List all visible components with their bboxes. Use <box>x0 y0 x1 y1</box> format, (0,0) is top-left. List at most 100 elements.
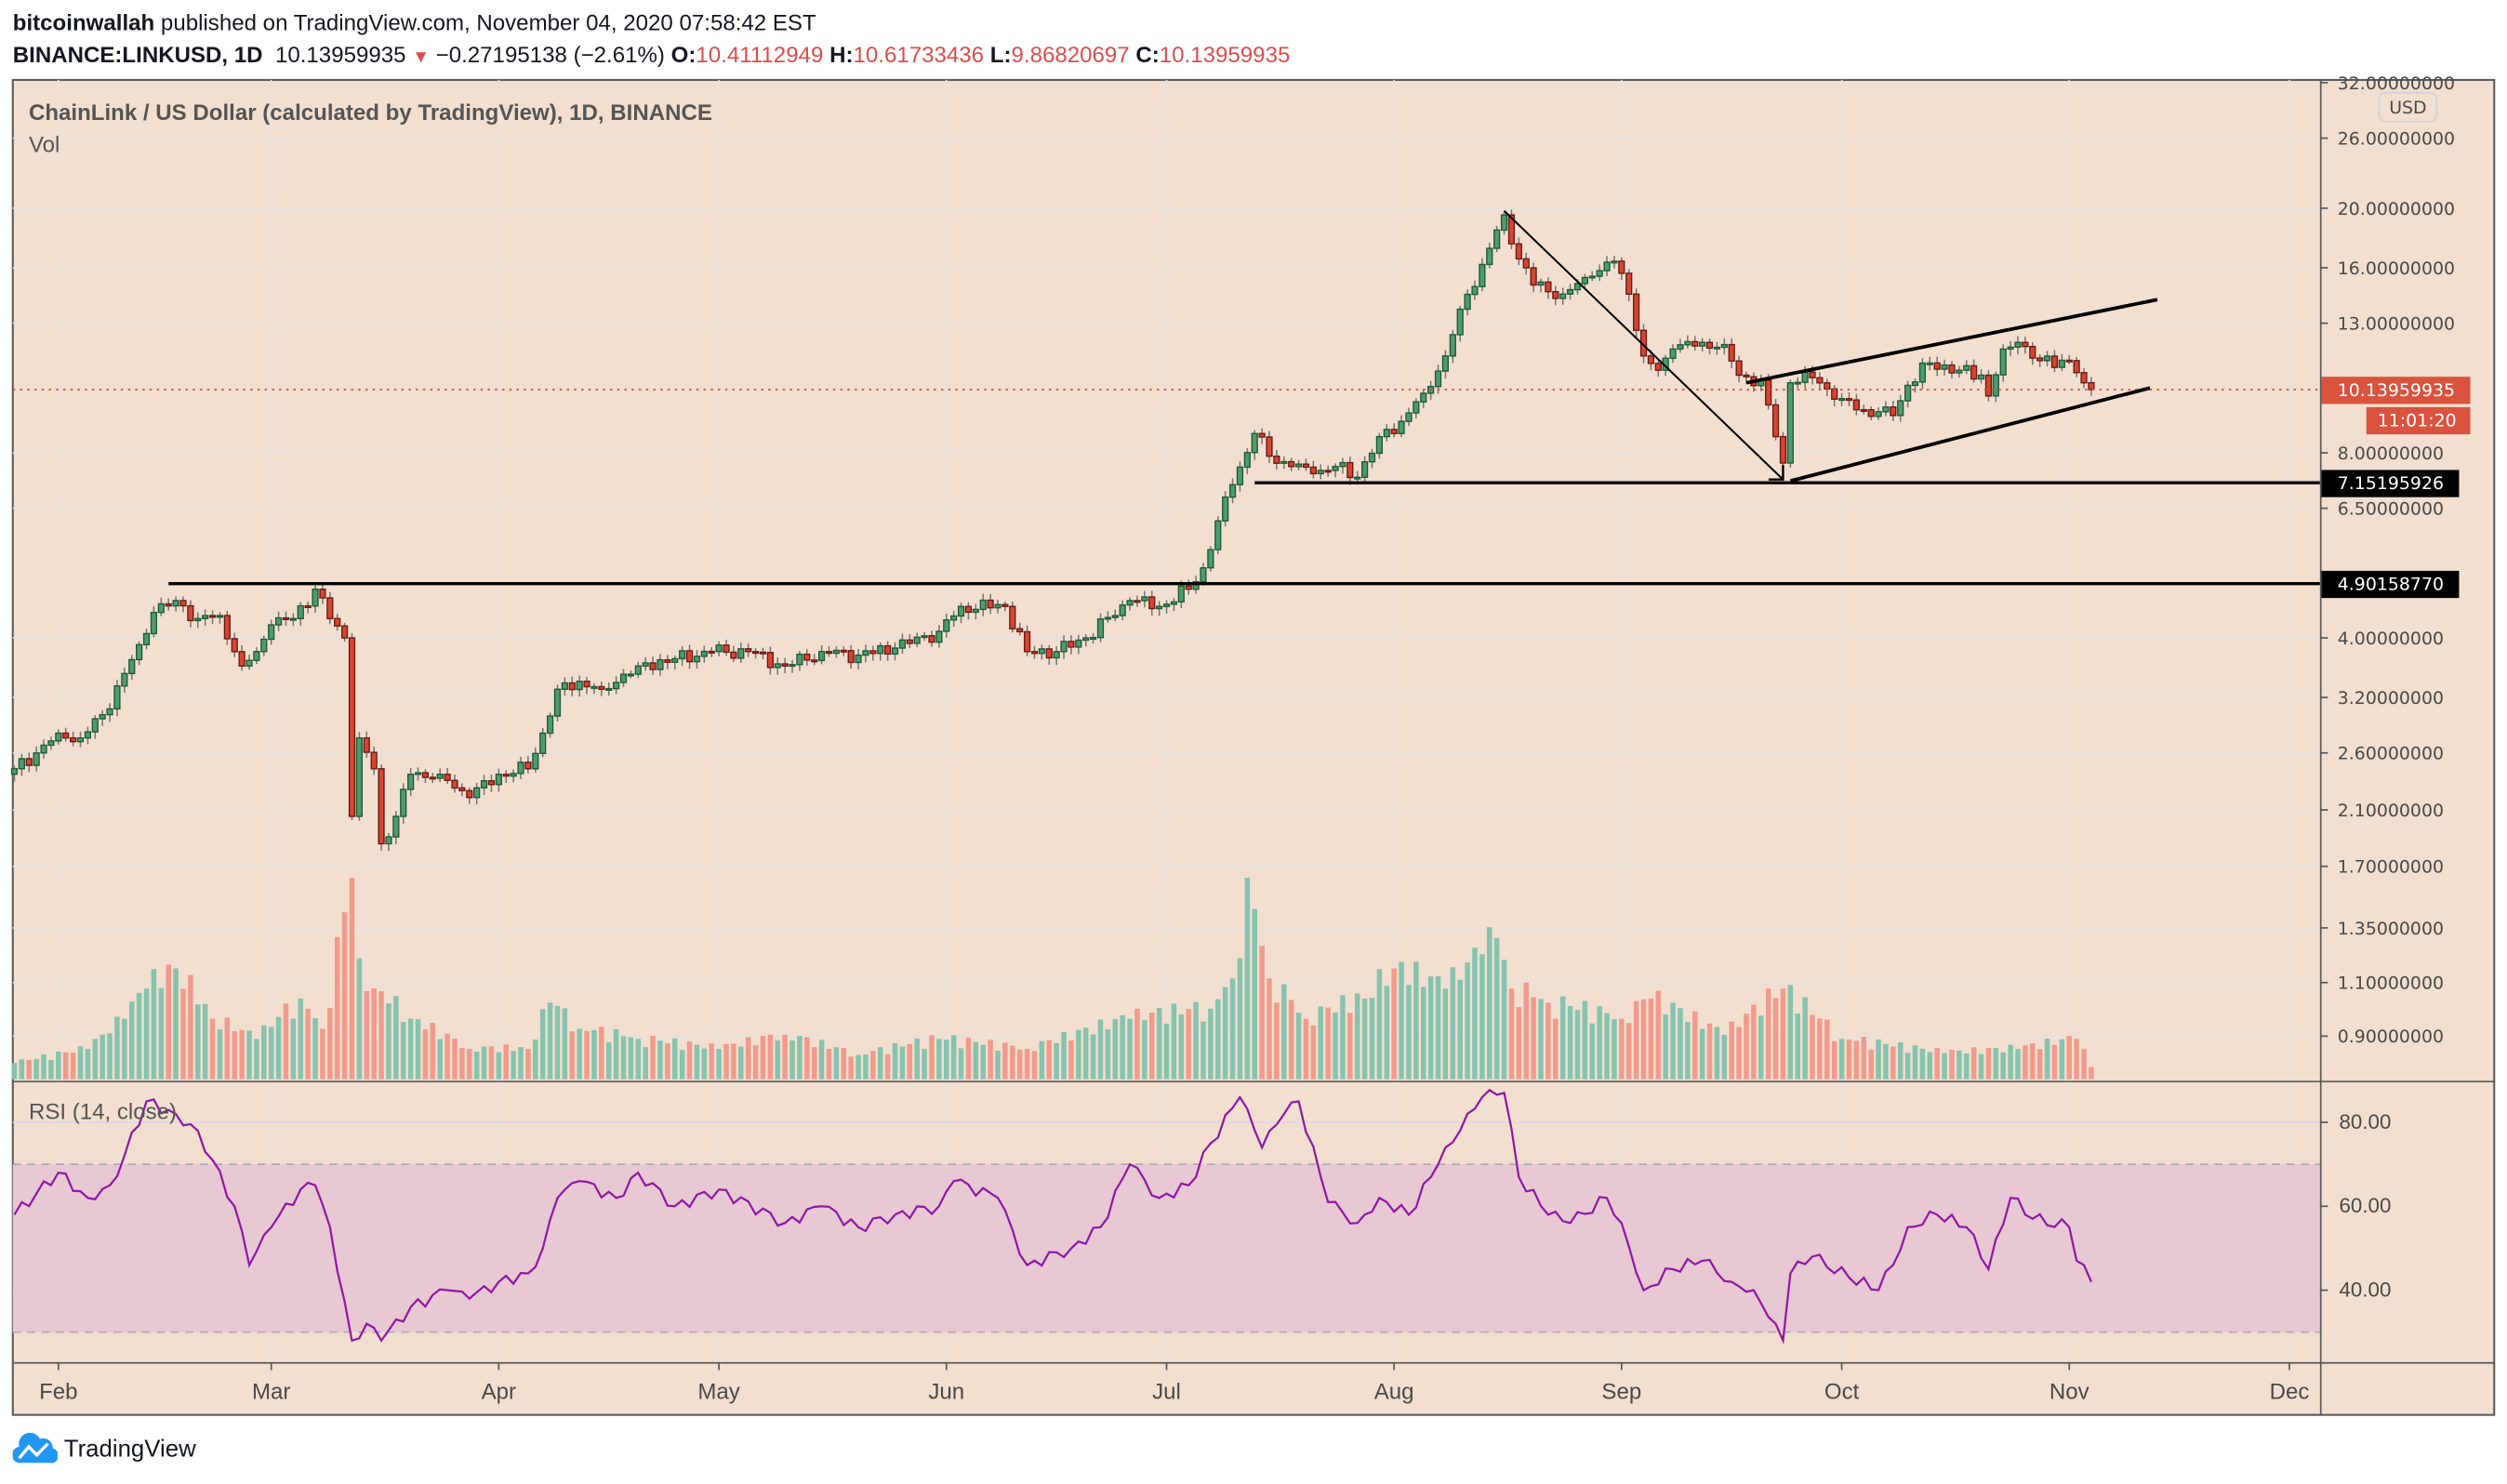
candle[interactable] <box>245 654 253 670</box>
candle[interactable] <box>906 634 913 648</box>
candle[interactable] <box>25 752 33 773</box>
candle[interactable] <box>576 675 583 697</box>
candle[interactable] <box>2050 350 2059 373</box>
candle[interactable] <box>1566 284 1574 300</box>
candle[interactable] <box>1266 431 1273 463</box>
candle[interactable] <box>1236 461 1244 492</box>
candle[interactable] <box>855 648 862 669</box>
candle[interactable] <box>473 782 481 805</box>
candle[interactable] <box>1207 546 1214 572</box>
candle[interactable] <box>208 610 217 625</box>
candle[interactable] <box>1361 456 1369 484</box>
candle[interactable] <box>1882 401 1890 417</box>
candle[interactable] <box>898 633 907 654</box>
candle[interactable] <box>1162 600 1171 614</box>
candle[interactable] <box>319 582 326 604</box>
candle[interactable] <box>289 613 297 627</box>
candle[interactable] <box>1837 392 1846 406</box>
candle[interactable] <box>979 593 987 616</box>
candle[interactable] <box>268 619 275 645</box>
candle[interactable] <box>1009 602 1016 633</box>
candle[interactable] <box>759 647 767 660</box>
candle[interactable] <box>55 729 62 745</box>
candle[interactable] <box>789 659 796 673</box>
candle[interactable] <box>128 655 136 681</box>
candle[interactable] <box>1684 335 1691 349</box>
candle[interactable] <box>1148 590 1156 616</box>
candle[interactable] <box>1420 389 1427 408</box>
candle[interactable] <box>1596 264 1603 282</box>
candle[interactable] <box>1581 273 1588 288</box>
candle[interactable] <box>274 611 283 631</box>
candle[interactable] <box>1705 338 1714 355</box>
candle[interactable] <box>1096 613 1105 643</box>
footer-brand[interactable]: TradingView <box>12 1432 196 1464</box>
candle[interactable] <box>47 736 55 750</box>
candle[interactable] <box>862 644 869 663</box>
candle[interactable] <box>517 756 524 779</box>
candle[interactable] <box>869 645 877 661</box>
candle[interactable] <box>113 679 121 717</box>
candle[interactable] <box>142 629 151 650</box>
candle[interactable] <box>1603 256 1611 277</box>
candle[interactable] <box>935 625 943 648</box>
candle[interactable] <box>1016 622 1024 636</box>
candle[interactable] <box>1911 378 1919 393</box>
author-name[interactable]: bitcoinwallah <box>12 9 155 35</box>
candle[interactable] <box>421 769 430 783</box>
candle[interactable] <box>1977 369 1985 384</box>
candle[interactable] <box>825 645 833 657</box>
candle[interactable] <box>1273 449 1280 470</box>
drawings[interactable] <box>168 210 2320 586</box>
candle[interactable] <box>1537 278 1545 293</box>
candle[interactable] <box>1222 491 1229 527</box>
candle[interactable] <box>1045 644 1053 665</box>
candle[interactable] <box>1141 590 1148 608</box>
candle[interactable] <box>553 684 562 722</box>
candle[interactable] <box>2043 351 2051 366</box>
candle[interactable] <box>1515 237 1522 266</box>
candle[interactable] <box>957 603 965 624</box>
candle[interactable] <box>1713 341 1721 355</box>
candle[interactable] <box>1383 424 1390 442</box>
candle[interactable] <box>913 632 921 647</box>
candle[interactable] <box>429 773 436 784</box>
candle[interactable] <box>1317 464 1324 480</box>
candle[interactable] <box>1309 460 1317 479</box>
candle[interactable] <box>1089 632 1097 644</box>
candle[interactable] <box>1068 635 1075 655</box>
candle[interactable] <box>121 668 128 694</box>
candle[interactable] <box>1735 355 1743 383</box>
candle[interactable] <box>1970 359 1978 383</box>
candle[interactable] <box>774 657 781 675</box>
candle[interactable] <box>1559 287 1567 305</box>
candle[interactable] <box>202 609 209 627</box>
candle[interactable] <box>150 606 158 638</box>
price-axis[interactable]: 32.00000000 26.00000000 20.00000000 16.0000… <box>2319 73 2471 1047</box>
candle[interactable] <box>1699 338 1706 352</box>
candle[interactable] <box>1918 358 1927 390</box>
candle[interactable] <box>1522 252 1530 275</box>
candle[interactable] <box>1104 611 1112 623</box>
candle[interactable] <box>76 731 85 748</box>
candle[interactable] <box>1075 634 1082 655</box>
candle[interactable] <box>1618 257 1625 281</box>
candle[interactable] <box>1294 459 1303 470</box>
candle[interactable] <box>708 646 715 657</box>
candle[interactable] <box>2014 336 2022 355</box>
candle[interactable] <box>70 731 77 747</box>
candle[interactable] <box>157 597 165 616</box>
candle[interactable] <box>1280 456 1288 470</box>
candle[interactable] <box>502 770 510 784</box>
rsi-axis[interactable]: 80.00 60.00 40.00 <box>2319 1110 2392 1302</box>
candle[interactable] <box>1126 597 1134 611</box>
candle[interactable] <box>1413 398 1420 419</box>
candle[interactable] <box>1611 256 1618 269</box>
candle[interactable] <box>1794 377 1801 389</box>
candle[interactable] <box>568 676 576 696</box>
candle[interactable] <box>1507 209 1516 250</box>
candle[interactable] <box>950 610 958 628</box>
candle[interactable] <box>796 650 803 671</box>
candle[interactable] <box>1941 359 1948 376</box>
